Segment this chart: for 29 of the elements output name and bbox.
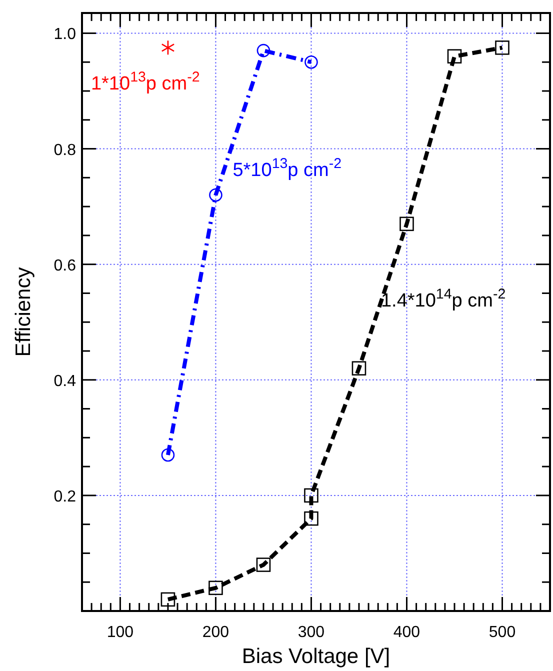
point: [400, 216, 414, 232]
point: [161, 448, 175, 462]
point: [495, 40, 510, 55]
point: [256, 558, 271, 572]
series-label: 1*10$^{13}$p cm$^{-2}$: [90, 70, 200, 95]
x-tick-label: 300: [298, 624, 325, 641]
point: [160, 592, 176, 607]
point: [208, 580, 223, 596]
y-tick-label: 0.6: [54, 257, 76, 274]
point: [256, 44, 270, 58]
point: [304, 55, 318, 69]
x-tick-label: 400: [393, 624, 420, 641]
point: [161, 40, 175, 56]
series-label: 5*10$^{13}$p cm$^{-2}$: [232, 156, 342, 181]
y-tick-label: 0.2: [54, 488, 76, 506]
x-axis-title: Bias Voltage [V]: [242, 645, 390, 668]
y-tick-label: 0.4: [54, 372, 76, 390]
x-tick-label: 500: [488, 624, 516, 641]
x-tick-label: 200: [202, 624, 230, 641]
y-axis-title: Efficiency: [12, 266, 35, 357]
point: [304, 488, 318, 503]
y-tick-label: 0.8: [54, 142, 76, 159]
point: [304, 511, 318, 526]
x-tick-label: 100: [106, 624, 134, 641]
point: [209, 188, 222, 202]
legend-label: 1.4*10$^{14}$p cm$^{-2}$: [380, 286, 506, 312]
point: [352, 361, 366, 376]
point: [447, 49, 462, 64]
y-tick-label: 1.0: [54, 26, 76, 44]
